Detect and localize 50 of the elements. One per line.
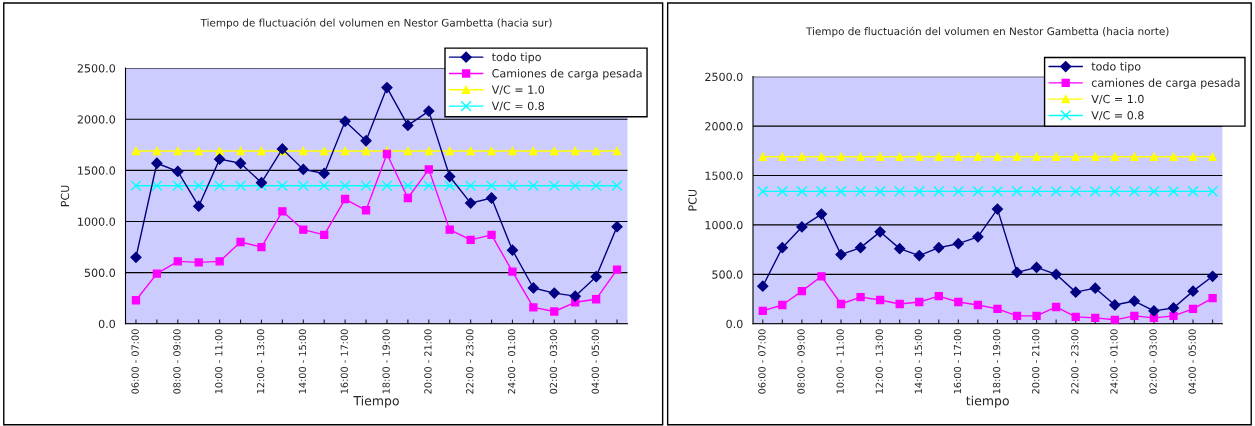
x-tick-label: 12:00 - 13:00 — [256, 329, 265, 394]
chart-title: Tiempo de fluctuación del volumen en Nestor Gambetta (hacia sur) — [200, 18, 552, 29]
x-tick-label: 16:00 - 17:00 — [953, 329, 962, 394]
y-tick-label: 1500.0 — [78, 166, 116, 175]
y-tick-label: 2500.0 — [77, 64, 116, 73]
x-tick-label: 24:00 - 01:00 — [507, 329, 516, 394]
y-tick-label: 2000.0 — [705, 122, 743, 131]
x-tick-label: 22:00 - 23:00 — [1071, 329, 1079, 394]
y-tick-label: 2000.0 — [77, 115, 116, 124]
x-tick-label: 08:00 - 09:00 — [173, 329, 181, 394]
y-tick-label: 2500.0 — [705, 72, 743, 82]
y-tick-label: 500.0 — [712, 270, 743, 279]
x-axis-title: tiempo — [966, 395, 1009, 408]
x-tick-label: 06:00 - 07:00 — [758, 329, 766, 394]
y-axis-title: PCU — [60, 185, 70, 207]
legend-label: Camiones de carga pesada — [492, 68, 642, 80]
x-tick-label: 08:00 - 09:00 — [797, 329, 805, 394]
y-tick-label: 500.0 — [84, 268, 116, 278]
chart-title: Tiempo de fluctuación del volumen en Nestor Gambetta (hacia norte) — [805, 26, 1169, 38]
x-tick-label: 14:00 - 15:00 — [298, 329, 307, 394]
legend-label: V/C = 0.8 — [491, 101, 545, 111]
x-tick-label: 10:00 - 11:00 — [836, 329, 844, 394]
x-tick-label: 04:00 - 05:00 — [591, 329, 599, 394]
y-tick-label: 1000.0 — [78, 217, 116, 226]
x-tick-label: 22:00 - 23:00 — [466, 329, 474, 394]
x-tick-label: 02:00 - 03:00 — [1149, 329, 1157, 394]
x-tick-label: 16:00 - 17:00 — [340, 329, 348, 394]
legend-label: todo tipo — [1091, 61, 1141, 73]
y-tick-label: 1000.0 — [705, 220, 743, 230]
x-tick-label: 24:00 - 01:00 — [1110, 329, 1118, 394]
x-tick-label: 18:00 - 19:00 — [382, 329, 390, 394]
y-tick-label: 1500.0 — [705, 171, 743, 180]
legend-label: V/C = 1.0 — [1091, 94, 1144, 105]
y-tick-label: 0.0 — [98, 319, 116, 329]
x-tick-label: 02:00 - 03:00 — [549, 329, 558, 394]
legend-label: V/C = 0.8 — [1091, 111, 1144, 121]
x-tick-label: 18:00 - 19:00 — [992, 329, 1001, 394]
x-tick-label: 12:00 - 13:00 — [875, 329, 883, 394]
x-tick-label: 04:00 - 05:00 — [1188, 329, 1196, 394]
x-tick-label: 20:00 - 21:00 — [1032, 329, 1040, 394]
x-axis-title: Tiempo — [353, 395, 399, 408]
x-tick-label: 10:00 - 11:00 — [215, 329, 223, 394]
legend-label: todo tipo — [491, 52, 541, 64]
legend-label: camiones de carga pesada — [1091, 78, 1240, 90]
x-tick-label: 14:00 - 15:00 — [914, 329, 923, 394]
y-axis-title: PCU — [688, 189, 697, 211]
x-tick-label: 06:00 - 07:00 — [131, 329, 139, 394]
y-tick-label: 0.0 — [726, 319, 743, 329]
x-tick-label: 20:00 - 21:00 — [424, 329, 432, 394]
legend-label: V/C = 1.0 — [491, 85, 545, 95]
